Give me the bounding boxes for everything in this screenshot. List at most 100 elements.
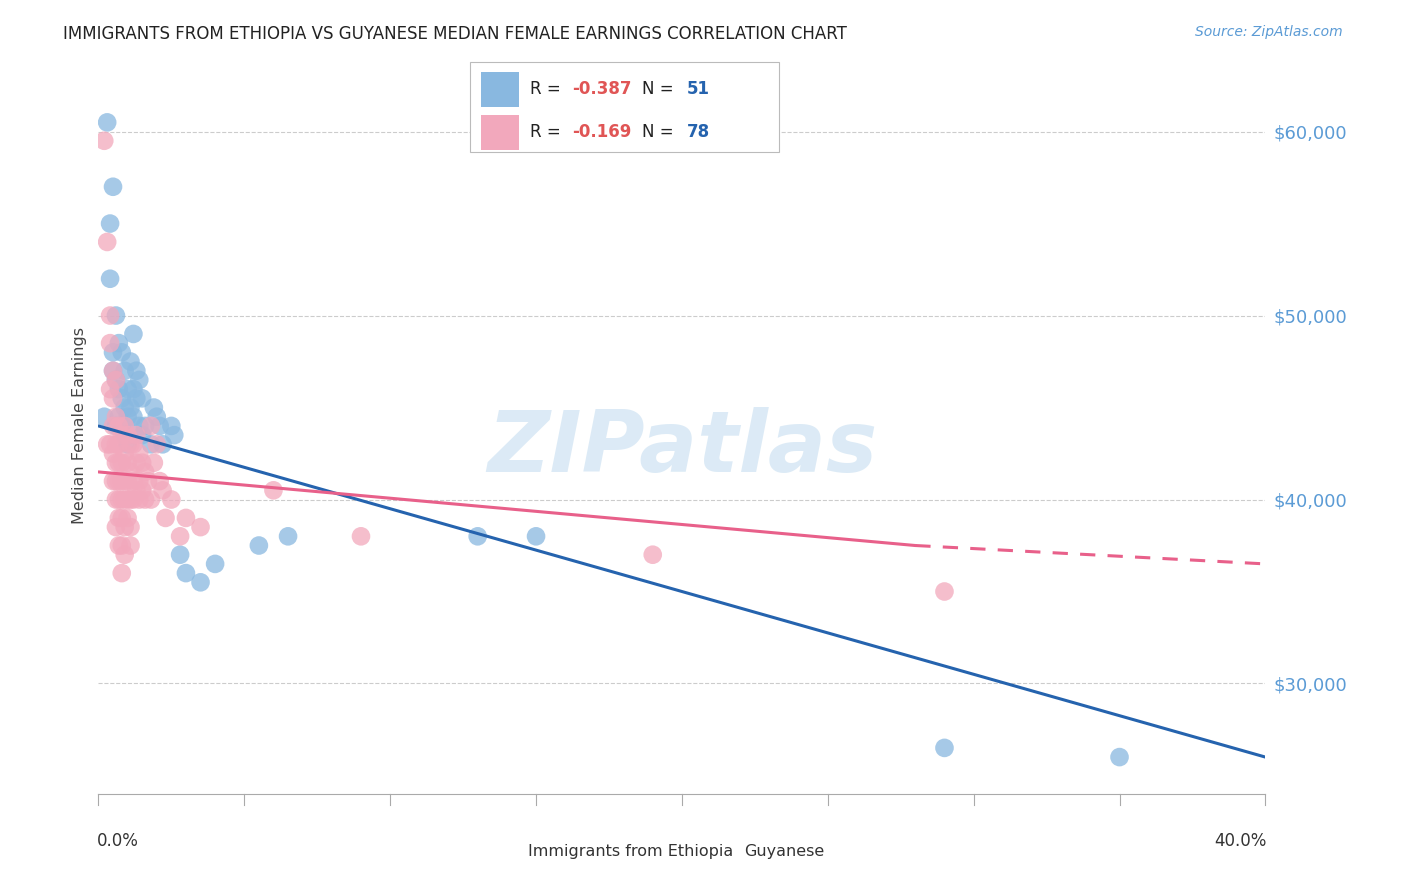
Point <box>101 446 124 460</box>
Point <box>146 437 169 451</box>
Text: Guyanese: Guyanese <box>744 844 824 859</box>
Point <box>134 465 156 479</box>
Point <box>108 492 131 507</box>
Point <box>163 428 186 442</box>
Point <box>122 382 145 396</box>
Point <box>120 539 142 553</box>
Point <box>134 492 156 507</box>
Point <box>122 409 145 424</box>
Point <box>125 428 148 442</box>
Point <box>101 392 124 406</box>
Point <box>350 529 373 543</box>
Point <box>111 456 134 470</box>
FancyBboxPatch shape <box>481 115 519 150</box>
Point <box>1108 750 1130 764</box>
Point <box>101 364 124 378</box>
Point <box>169 529 191 543</box>
Point <box>104 492 127 507</box>
Point <box>108 382 131 396</box>
Point <box>169 548 191 562</box>
Point <box>131 428 153 442</box>
Point <box>104 437 127 451</box>
Point <box>96 235 118 249</box>
Point <box>155 511 177 525</box>
Point <box>111 539 134 553</box>
Point <box>117 474 139 488</box>
Point <box>114 364 136 378</box>
Text: 0.0%: 0.0% <box>97 832 139 850</box>
Point <box>108 336 131 351</box>
Point <box>98 382 121 396</box>
Point <box>96 115 118 129</box>
Point <box>114 418 136 433</box>
Point <box>93 134 115 148</box>
Text: N =: N = <box>643 123 679 142</box>
Text: Immigrants from Ethiopia: Immigrants from Ethiopia <box>527 844 733 859</box>
Point <box>111 511 134 525</box>
Y-axis label: Median Female Earnings: Median Female Earnings <box>72 327 87 524</box>
Point <box>117 511 139 525</box>
Point <box>120 492 142 507</box>
Point <box>108 456 131 470</box>
Point <box>128 446 150 460</box>
Text: IMMIGRANTS FROM ETHIOPIA VS GUYANESE MEDIAN FEMALE EARNINGS CORRELATION CHART: IMMIGRANTS FROM ETHIOPIA VS GUYANESE MED… <box>63 25 848 43</box>
Point <box>139 418 162 433</box>
FancyBboxPatch shape <box>711 841 737 862</box>
Point <box>108 437 131 451</box>
Point <box>160 492 183 507</box>
Point <box>114 520 136 534</box>
Point <box>120 520 142 534</box>
Point <box>114 446 136 460</box>
Point <box>98 437 121 451</box>
Point <box>108 409 131 424</box>
Point <box>152 437 174 451</box>
Point <box>101 179 124 194</box>
Point <box>142 456 165 470</box>
Point <box>96 437 118 451</box>
Point <box>117 456 139 470</box>
Point <box>277 529 299 543</box>
Text: 78: 78 <box>686 123 710 142</box>
Point <box>98 309 121 323</box>
Point <box>104 373 127 387</box>
Text: N =: N = <box>643 80 679 98</box>
Point <box>641 548 664 562</box>
Text: 51: 51 <box>686 80 710 98</box>
Point <box>149 474 172 488</box>
Point <box>128 418 150 433</box>
Point <box>114 428 136 442</box>
Point <box>149 418 172 433</box>
Point <box>104 309 127 323</box>
Point <box>111 418 134 433</box>
Point <box>262 483 284 498</box>
Point <box>101 364 124 378</box>
Point <box>467 529 489 543</box>
Point <box>174 511 197 525</box>
Point <box>101 418 124 433</box>
Point <box>174 566 197 580</box>
Point <box>131 483 153 498</box>
Point <box>93 409 115 424</box>
Point <box>104 474 127 488</box>
Point <box>524 529 547 543</box>
Point <box>128 474 150 488</box>
Point <box>934 740 956 755</box>
Point <box>125 456 148 470</box>
Point <box>139 437 162 451</box>
Text: R =: R = <box>530 80 567 98</box>
Point <box>142 401 165 415</box>
Point <box>117 428 139 442</box>
FancyBboxPatch shape <box>470 62 779 153</box>
Point <box>117 382 139 396</box>
Point <box>146 409 169 424</box>
Point <box>114 492 136 507</box>
Point <box>111 392 134 406</box>
Point <box>108 511 131 525</box>
Point <box>128 492 150 507</box>
Text: Source: ZipAtlas.com: Source: ZipAtlas.com <box>1195 25 1343 39</box>
Text: R =: R = <box>530 123 567 142</box>
Point <box>120 465 142 479</box>
Point <box>117 492 139 507</box>
Point <box>117 409 139 424</box>
Point <box>114 474 136 488</box>
